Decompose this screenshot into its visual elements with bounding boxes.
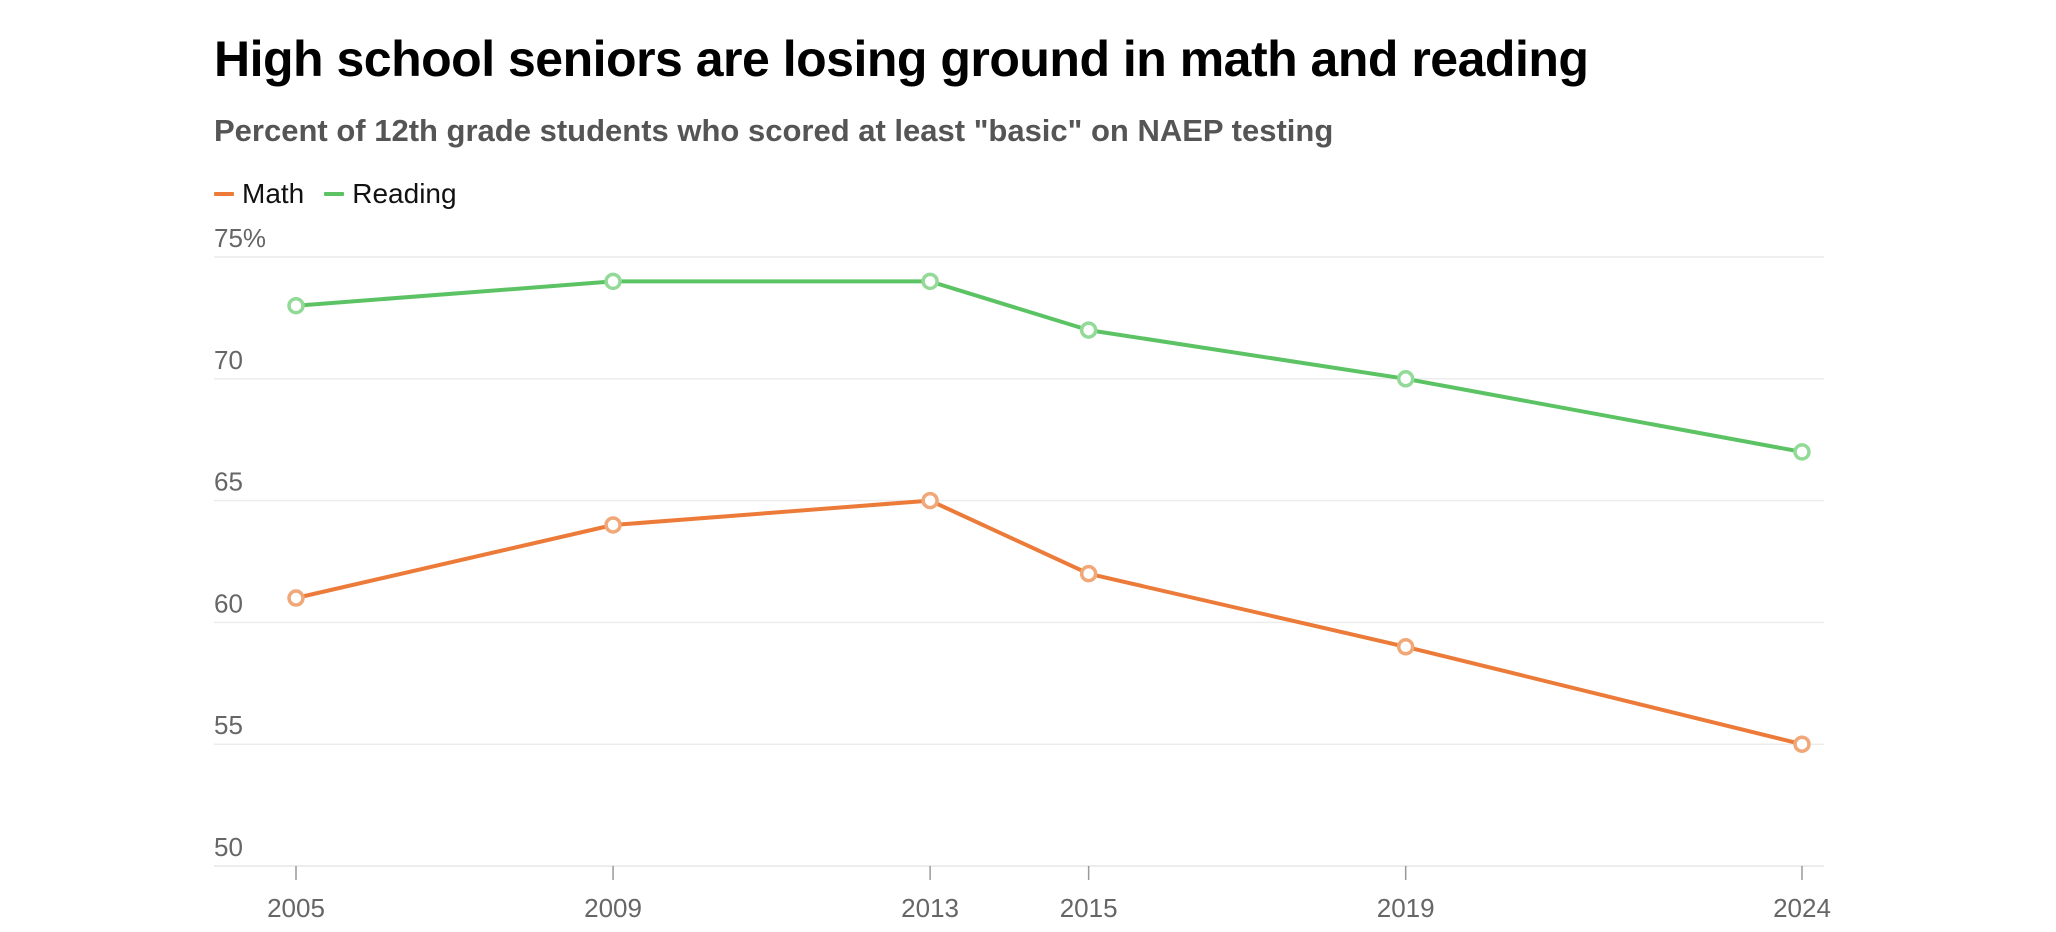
data-point-math-2015	[1079, 564, 1098, 583]
x-tick-label-2009: 2009	[584, 893, 642, 923]
y-tick-label-50: 50	[214, 832, 243, 862]
data-point-math-2024	[1793, 735, 1811, 753]
legend-swatch-math	[214, 192, 234, 196]
x-tick-label-2024: 2024	[1773, 893, 1831, 923]
x-tick-label-2015: 2015	[1060, 893, 1118, 923]
legend-item-reading: Reading	[324, 178, 457, 210]
data-point-math-2009	[604, 516, 622, 534]
data-point-reading-2019	[1396, 370, 1415, 388]
data-point-reading-2005	[287, 296, 305, 315]
legend-label-math: Math	[242, 178, 305, 209]
y-tick-label-70: 70	[214, 345, 243, 375]
data-point-reading-2013	[921, 272, 939, 291]
data-point-reading-2024	[1793, 443, 1811, 461]
y-tick-label-75: 75%	[214, 223, 266, 253]
legend-label-reading: Reading	[352, 178, 457, 209]
series-line-reading	[294, 279, 1804, 454]
series-line-math	[294, 498, 1804, 747]
data-point-math-2005	[287, 589, 305, 607]
x-tick-label-2005: 2005	[267, 893, 325, 923]
data-point-math-2013	[921, 491, 939, 510]
chart-subtitle: Percent of 12th grade students who score…	[214, 113, 1334, 148]
x-tick-label-2013: 2013	[901, 893, 959, 923]
data-point-reading-2009	[604, 272, 622, 291]
y-tick-label-60: 60	[214, 588, 243, 618]
legend-item-math: Math	[214, 178, 304, 210]
chart-title: High school seniors are losing ground in…	[214, 31, 1589, 87]
legend: Math Reading	[214, 178, 477, 210]
legend-swatch-reading	[324, 192, 345, 196]
y-tick-label-55: 55	[214, 710, 243, 740]
y-tick-label-65: 65	[214, 467, 243, 497]
data-point-reading-2015	[1079, 321, 1098, 339]
x-tick-label-2019: 2019	[1377, 893, 1435, 923]
data-point-math-2019	[1396, 638, 1415, 656]
